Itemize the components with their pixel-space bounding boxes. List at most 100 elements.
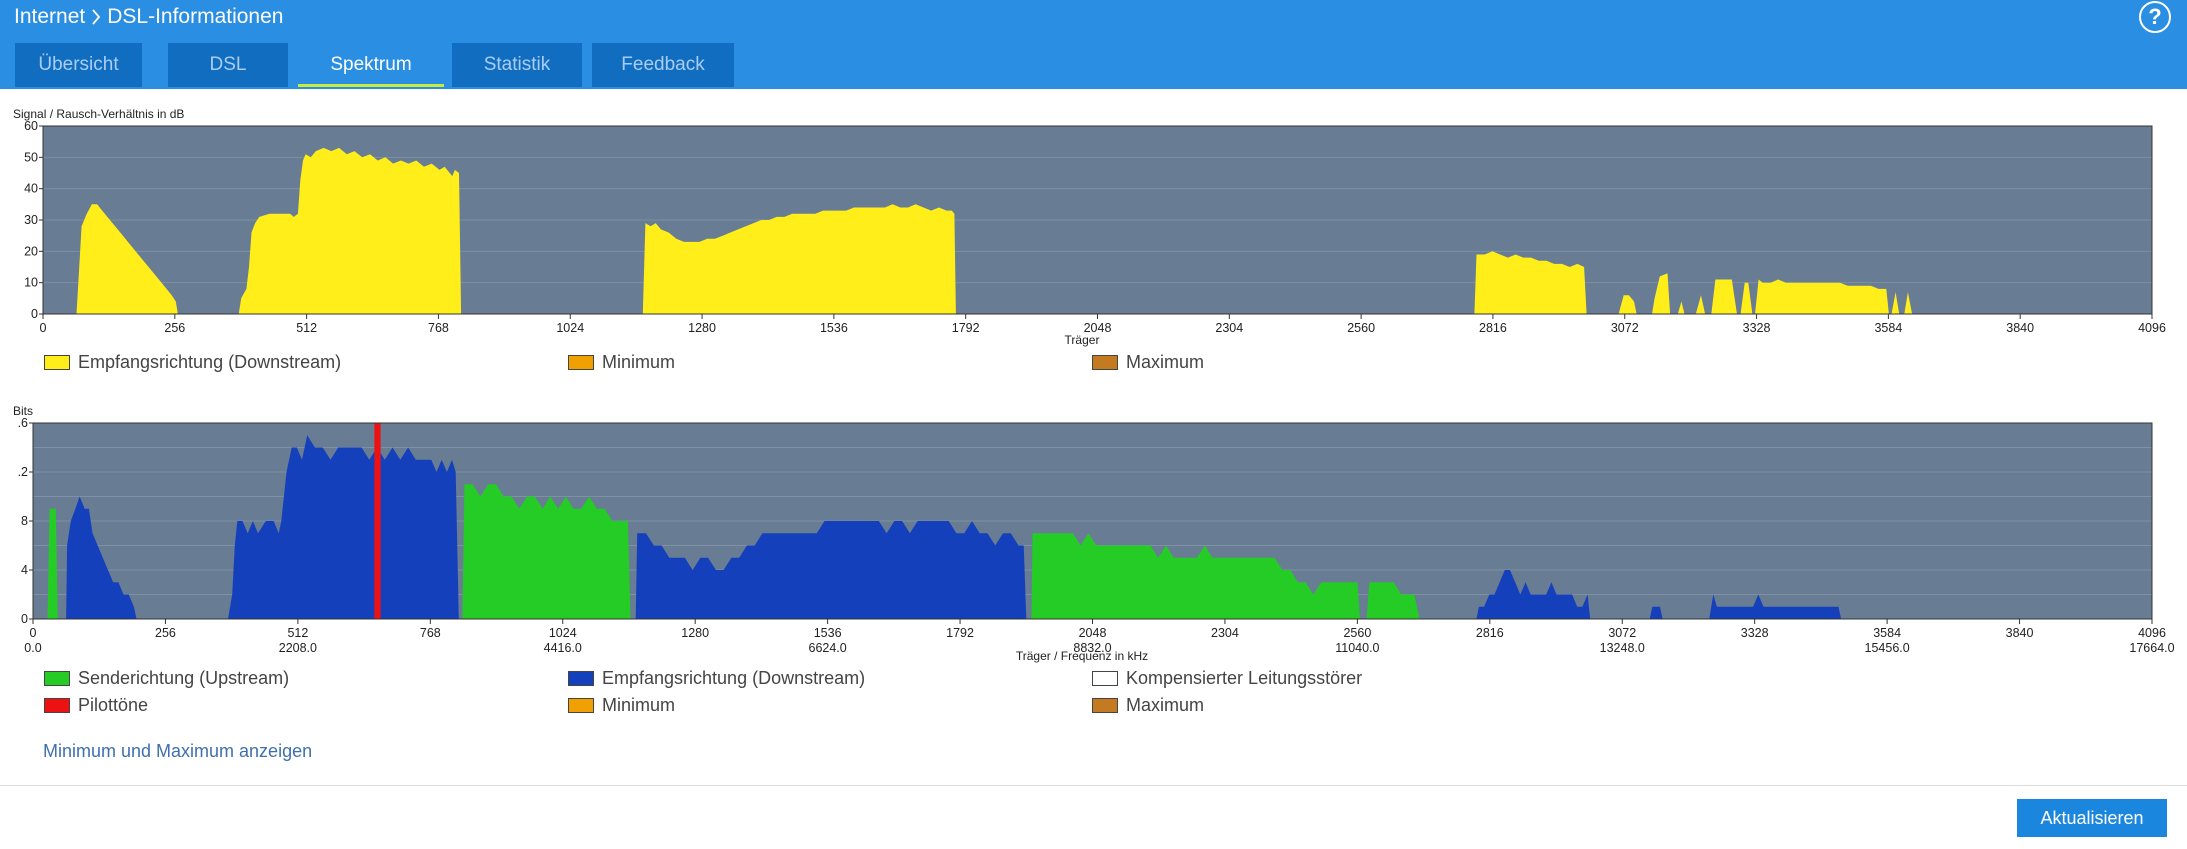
- x-tick-label: 768: [420, 626, 441, 640]
- x-tick-label: 1024: [549, 626, 577, 640]
- snr-chart: Signal / Rausch-Verhältnis in dB Träger …: [13, 107, 2166, 347]
- x-tick-label: 2560: [1347, 321, 1375, 335]
- x-tick-label: 1792: [946, 626, 974, 640]
- tab-dsl[interactable]: DSL: [168, 43, 288, 87]
- y-tick-label: 30: [24, 213, 38, 227]
- legend-bits-compensated: Kompensierter Leitungsstörer: [1092, 668, 1362, 689]
- downstream-area: [238, 147, 462, 314]
- x-tick-label: 3328: [1743, 321, 1771, 335]
- breadcrumb-current: DSL-Informationen: [107, 5, 284, 28]
- downstream-area: [1652, 273, 1671, 314]
- upstream-area: [1031, 533, 1360, 619]
- downstream-area: [1695, 295, 1706, 314]
- snr-y-axis-title: Signal / Rausch-Verhältnis in dB: [13, 107, 184, 121]
- legend-bits-downstream: Empfangsrichtung (Downstream): [568, 668, 865, 689]
- legend-swatch: [44, 355, 70, 370]
- legend-snr-maximum: Maximum: [1092, 352, 1204, 373]
- upstream-area: [462, 484, 631, 619]
- legend-bits-pilot: Pilottöne: [44, 695, 148, 716]
- x-tick-label: 4096: [2138, 626, 2166, 640]
- x-tick-label-khz: 13248.0: [1600, 641, 1645, 655]
- downstream-area: [1755, 279, 1889, 314]
- legend-bits-maximum: Maximum: [1092, 695, 1204, 716]
- legend-swatch: [1092, 671, 1118, 686]
- upstream-area: [47, 508, 58, 619]
- legend-snr-downstream: Empfangsrichtung (Downstream): [44, 352, 341, 373]
- x-tick-label: 2304: [1215, 321, 1243, 335]
- x-tick-label: 2304: [1211, 626, 1239, 640]
- x-tick-label: 2560: [1343, 626, 1371, 640]
- x-tick-label-khz: 15456.0: [1865, 641, 1910, 655]
- legend-swatch: [568, 671, 594, 686]
- downstream-area: [1891, 292, 1900, 314]
- downstream-area: [635, 521, 1027, 619]
- x-tick-label: 2816: [1476, 626, 1504, 640]
- breadcrumb: Internet DSL-Informationen: [14, 3, 283, 31]
- x-tick-label: 512: [296, 321, 317, 335]
- downstream-area: [66, 496, 137, 619]
- footer-divider: [0, 785, 2187, 786]
- x-tick-label-khz: 0.0: [24, 641, 41, 655]
- x-tick-label: 3328: [1741, 626, 1769, 640]
- x-tick-label: 1792: [952, 321, 980, 335]
- legend-swatch: [568, 355, 594, 370]
- page-header: Internet DSL-Informationen ? Übersicht D…: [0, 0, 2187, 89]
- x-tick-label: 256: [155, 626, 176, 640]
- y-tick-label: 40: [24, 182, 38, 196]
- refresh-button[interactable]: Aktualisieren: [2017, 799, 2167, 837]
- x-tick-label: 2816: [1479, 321, 1507, 335]
- x-tick-label: 3072: [1608, 626, 1636, 640]
- y-tick-label: .6: [18, 416, 28, 430]
- x-tick-label: 0: [40, 321, 47, 335]
- x-tick-label: 3072: [1611, 321, 1639, 335]
- show-minmax-link[interactable]: Minimum und Maximum anzeigen: [43, 741, 313, 761]
- breadcrumb-parent[interactable]: Internet: [14, 5, 86, 28]
- downstream-area: [1677, 301, 1685, 314]
- upstream-area: [1366, 582, 1420, 619]
- x-tick-label: 2048: [1079, 626, 1107, 640]
- y-tick-label: 4: [21, 563, 28, 577]
- x-tick-label-khz: 6624.0: [809, 641, 847, 655]
- legend-swatch: [1092, 698, 1118, 713]
- downstream-area: [1740, 282, 1753, 314]
- x-tick-label: 512: [287, 626, 308, 640]
- tab-spektrum[interactable]: Spektrum: [298, 43, 444, 87]
- downstream-area: [1618, 295, 1637, 314]
- y-tick-label: 50: [24, 150, 38, 164]
- downstream-area: [1649, 606, 1663, 619]
- legend-bits-minimum: Minimum: [568, 695, 675, 716]
- x-tick-label: 768: [428, 321, 449, 335]
- y-tick-label: 60: [24, 119, 38, 133]
- y-tick-label: 0: [21, 612, 28, 626]
- bits-chart: Bits Träger / Frequenz in kHz 0 4 8 .2 .6 0 25…: [13, 405, 2175, 663]
- y-tick-label: 8: [21, 514, 28, 528]
- help-icon[interactable]: ?: [2139, 1, 2171, 33]
- x-tick-label: 4096: [2138, 321, 2166, 335]
- legend-swatch: [44, 698, 70, 713]
- legend-swatch: [568, 698, 594, 713]
- legend-bits-upstream: Senderichtung (Upstream): [44, 668, 289, 689]
- tab-uebersicht[interactable]: Übersicht: [15, 43, 142, 87]
- x-tick-label: 2048: [1084, 321, 1112, 335]
- x-tick-label-khz: 17664.0: [2129, 641, 2174, 655]
- tab-statistik[interactable]: Statistik: [452, 43, 582, 87]
- downstream-area: [1904, 292, 1913, 314]
- snr-x-axis-title: Träger: [1065, 333, 1100, 347]
- y-tick-label: .2: [18, 465, 28, 479]
- downstream-area: [228, 435, 459, 619]
- x-tick-label-khz: 11040.0: [1335, 641, 1379, 655]
- bits-x-axis-title: Träger / Frequenz in kHz: [1016, 649, 1148, 663]
- pilot-area: [374, 423, 381, 619]
- x-tick-label: 3584: [1873, 626, 1901, 640]
- x-tick-label: 3840: [2006, 626, 2034, 640]
- legend-swatch: [1092, 355, 1118, 370]
- tab-feedback[interactable]: Feedback: [592, 43, 734, 87]
- legend-swatch: [44, 671, 70, 686]
- legend-snr-minimum: Minimum: [568, 352, 675, 373]
- downstream-area: [76, 204, 178, 314]
- x-tick-label: 3584: [1874, 321, 1902, 335]
- x-tick-label: 256: [164, 321, 185, 335]
- downstream-area: [1711, 279, 1737, 314]
- y-tick-label: 10: [24, 276, 38, 290]
- x-tick-label: 1536: [814, 626, 842, 640]
